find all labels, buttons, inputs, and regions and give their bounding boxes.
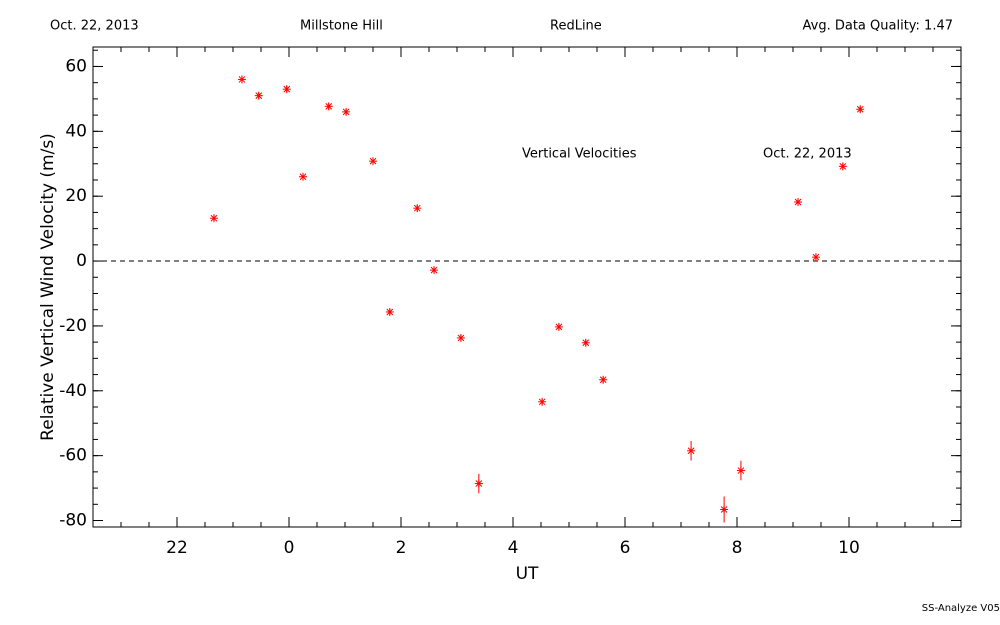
star-arm [687, 447, 695, 455]
data-point [538, 397, 547, 406]
star-arm [582, 339, 590, 347]
data-point [456, 333, 465, 342]
y-tick-label: -80 [59, 511, 87, 531]
data-point [237, 75, 246, 84]
star-arm [720, 506, 728, 513]
star-arm [342, 108, 350, 116]
star-arm [794, 198, 802, 206]
y-tick-label: 20 [65, 186, 87, 206]
x-tick-label: 0 [284, 538, 295, 558]
header-site: Millstone Hill [300, 19, 383, 34]
data-point [430, 266, 439, 275]
data-point [838, 162, 847, 171]
data-point [554, 322, 563, 331]
y-tick-label: 40 [65, 121, 87, 141]
x-tick-label: 6 [620, 538, 631, 558]
star-arm [369, 157, 377, 165]
data-point [342, 107, 351, 116]
data-point [385, 307, 394, 316]
data-point [581, 338, 590, 347]
y-tick-label: 0 [76, 251, 87, 271]
annotation: Oct. 22, 2013 [763, 147, 852, 162]
star-arm [856, 105, 864, 113]
data-point [413, 204, 422, 213]
header-date: Oct. 22, 2013 [50, 19, 139, 34]
data-point [254, 91, 263, 100]
data-point [811, 253, 820, 262]
data-point [736, 460, 745, 481]
star-arm [210, 214, 218, 222]
y-axis-label: Relative Vertical Wind Velocity (m/s) [38, 133, 58, 441]
x-tick-label: 4 [508, 538, 519, 558]
header-quality: Avg. Data Quality: 1.47 [803, 19, 953, 34]
y-tick-label: -20 [59, 316, 87, 336]
star-arm [599, 376, 607, 384]
star-arm [299, 173, 307, 181]
star-arm [457, 334, 465, 342]
star-arm [386, 308, 394, 316]
data-point [720, 496, 729, 523]
y-tick-label: 60 [65, 56, 87, 76]
data-point [209, 214, 218, 223]
y-tick-label: -40 [59, 381, 87, 401]
data-point [474, 473, 483, 494]
star-arm [255, 92, 263, 100]
data-point [299, 172, 307, 181]
star-arm [538, 398, 546, 406]
star-arm [475, 480, 483, 487]
x-tick-label: 22 [166, 538, 188, 558]
y-tick-label: -60 [59, 446, 87, 466]
annotation: Vertical Velocities [522, 147, 637, 162]
star-arm [430, 266, 438, 274]
x-tick-label: 2 [396, 538, 407, 558]
plot-frame [92, 46, 962, 528]
star-arm [812, 253, 820, 261]
x-tick-label: 8 [732, 538, 743, 558]
star-arm [737, 467, 745, 474]
data-point [324, 102, 333, 111]
data-point [282, 85, 291, 94]
x-tick-label: 10 [838, 538, 860, 558]
star-arm [325, 102, 333, 110]
data-point [687, 441, 696, 461]
star-arm [413, 204, 421, 212]
star-arm [238, 76, 246, 83]
star-arm [555, 323, 563, 331]
data-point [369, 157, 377, 166]
footer: SS-Analyze V05 [922, 603, 1000, 614]
x-axis-label: UT [516, 564, 539, 584]
header-line: RedLine [550, 19, 602, 34]
star-arm [839, 162, 847, 170]
data-point [794, 198, 803, 207]
star-arm [283, 85, 291, 93]
data-point [856, 105, 865, 114]
data-point [599, 375, 608, 384]
